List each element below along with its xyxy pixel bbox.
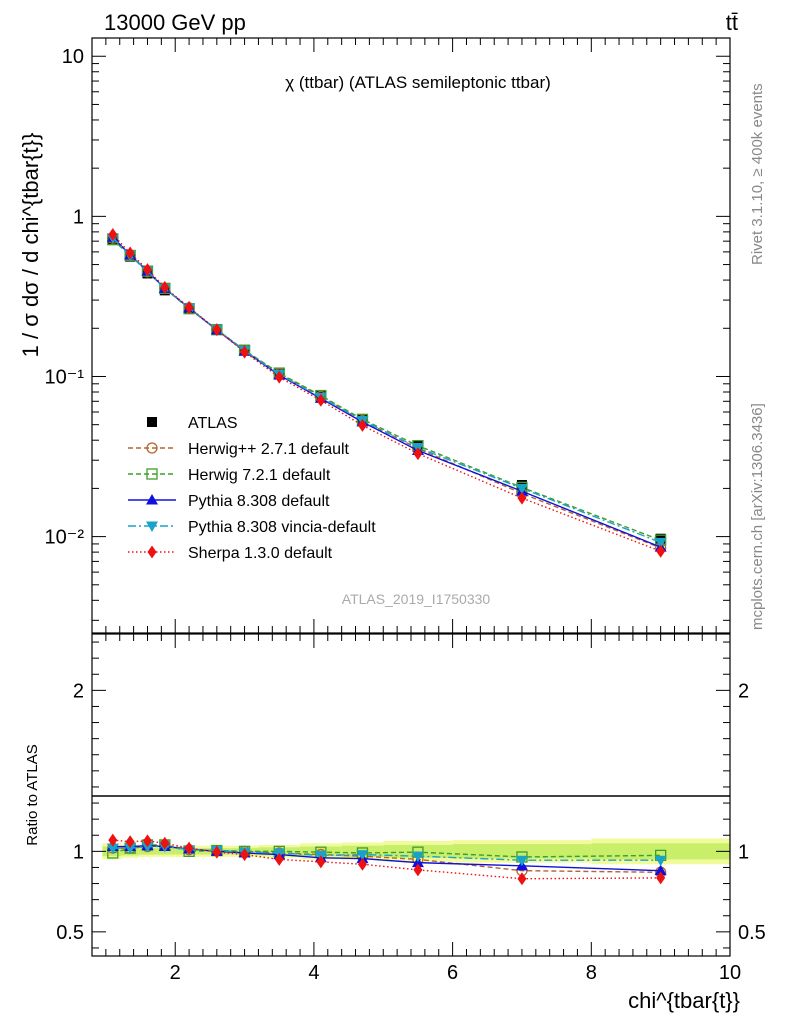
x-tick-label: 4 xyxy=(308,962,319,984)
data-point-Vincia xyxy=(515,483,528,495)
data-point-Vincia xyxy=(654,537,667,549)
main-frame xyxy=(91,37,731,634)
legend-label-Herwig++: Herwig++ 2.7.1 default xyxy=(188,441,350,458)
y-tick-label: 10⁻¹ xyxy=(45,366,85,388)
x-tick-label: 2 xyxy=(170,962,181,984)
data-point-Sherpa xyxy=(316,393,326,407)
x-tick-label: 10 xyxy=(719,962,741,984)
ratio-point-Sherpa xyxy=(142,834,152,848)
ratio-point-Sherpa xyxy=(184,841,194,855)
legend-label-Vincia: Pythia 8.308 vincia-default xyxy=(188,519,376,536)
band-inner xyxy=(156,848,176,855)
ratio-point-Vincia xyxy=(515,855,528,867)
ratio-point-Sherpa xyxy=(160,836,170,850)
ratio-point-Vincia xyxy=(411,851,424,863)
legend-marker-ATLAS xyxy=(147,417,157,427)
legend-marker-Herwig++ xyxy=(146,442,158,454)
header-left: 13000 GeV pp xyxy=(104,10,246,35)
legend-marker-Pythia xyxy=(146,494,158,505)
band-inner xyxy=(383,844,453,858)
ratio-y-tick-label-right: 2 xyxy=(738,680,749,702)
ratio-point-Vincia xyxy=(124,843,137,855)
ratio-series xyxy=(106,833,667,886)
y-tick-label: 10 xyxy=(62,46,84,68)
ratio-point-Sherpa xyxy=(316,855,326,869)
ratio-point-Sherpa xyxy=(212,845,222,859)
x-tick-label: 6 xyxy=(447,962,458,984)
y-tick-label: 1 xyxy=(73,206,84,228)
data-point-Sherpa xyxy=(212,323,222,337)
ratio-ticks: 0.5 0.5 1 1 2 2 2 4 6 8 10 xyxy=(56,634,766,984)
ratio-y-tick-label: 0.5 xyxy=(56,922,84,944)
ratio-point-Sherpa xyxy=(108,833,118,847)
ratio-point-Sherpa xyxy=(517,872,527,886)
mcplots-label: mcplots.cern.ch [arXiv:1306.3436] xyxy=(749,403,766,630)
ratio-point-Vincia xyxy=(106,843,119,855)
main-y-axis-label: 1 / σ dσ / d chi^{tbar{t}} xyxy=(18,133,43,358)
data-point-Sherpa xyxy=(656,544,666,558)
ratio-y-tick-label-right: 1 xyxy=(738,841,749,863)
data-point-Sherpa xyxy=(142,263,152,277)
x-tick-label: 8 xyxy=(586,962,597,984)
data-point-Sherpa xyxy=(240,345,250,359)
ratio-point-Sherpa xyxy=(413,863,423,877)
y-tick-label: 10⁻² xyxy=(45,527,85,549)
ratio-y-tick-label: 2 xyxy=(73,680,84,702)
ratio-frame xyxy=(91,633,731,957)
x-axis-label: chi^{tbar{t}} xyxy=(628,988,740,1013)
plot-title: χ (ttbar) (ATLAS semileptonic ttbar) xyxy=(285,73,551,92)
main-ticks: 10⁻² 10⁻¹ 1 10 xyxy=(45,38,731,633)
legend-label-Pythia: Pythia 8.308 default xyxy=(188,493,330,510)
ratio-point-Pythia xyxy=(654,864,667,876)
data-point-Sherpa xyxy=(517,491,527,505)
rivet-label: Rivet 3.1.10, ≥ 400k events xyxy=(749,83,766,265)
ratio-point-Sherpa xyxy=(240,848,250,862)
data-point-Sherpa xyxy=(413,447,423,461)
legend-marker-Sherpa xyxy=(147,545,157,559)
header-right: tt̄ xyxy=(726,10,738,35)
data-point-Sherpa xyxy=(274,370,284,384)
legend-label-Herwig7: Herwig 7.2.1 default xyxy=(188,467,331,484)
legend-marker-Herwig7 xyxy=(146,468,158,480)
legend-marker-Vincia xyxy=(146,521,158,532)
main-panel: 10⁻² 10⁻¹ 1 10 χ (ttbar) (ATLAS semileptoni… xyxy=(45,37,731,634)
ratio-point-Vincia xyxy=(356,850,369,861)
ratio-y-tick-label-right: 0.5 xyxy=(738,922,766,944)
ratio-y-axis-label: Ratio to ATLAS xyxy=(24,744,41,845)
legend-label-ATLAS: ATLAS xyxy=(188,415,238,432)
data-point-Sherpa xyxy=(108,228,118,242)
ratio-y-tick-label: 1 xyxy=(73,841,84,863)
legend: ATLAS Herwig++ 2.7.1 default Herwig 7.2.1 … xyxy=(128,415,376,562)
data-point-Sherpa xyxy=(125,246,135,260)
data-point-Sherpa xyxy=(184,300,194,314)
main-series xyxy=(106,228,667,558)
ratio-point-Sherpa xyxy=(357,857,367,871)
ratio-point-Sherpa xyxy=(125,835,135,849)
legend-label-Sherpa: Sherpa 1.3.0 default xyxy=(188,545,333,562)
watermark: ATLAS_2019_I1750330 xyxy=(342,591,491,607)
ratio-point-Sherpa xyxy=(274,852,284,866)
ratio-point-Vincia xyxy=(654,855,667,867)
data-point-Sherpa xyxy=(357,418,367,432)
data-point-Sherpa xyxy=(160,280,170,294)
ratio-point-Sherpa xyxy=(656,871,666,885)
ratio-panel: 0.5 0.5 1 1 2 2 2 4 6 8 10 xyxy=(56,633,766,984)
